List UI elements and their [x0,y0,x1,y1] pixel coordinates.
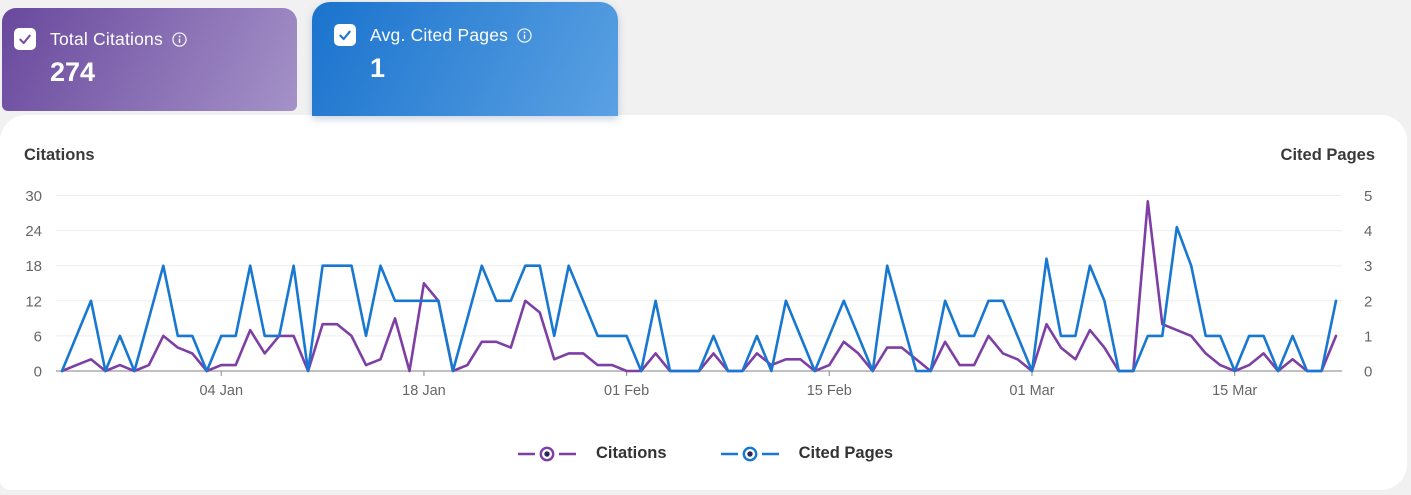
total-citations-card-header: Total Citations [14,28,283,50]
svg-text:12: 12 [25,293,42,310]
avg-cited-pages-card-header: Avg. Cited Pages [334,24,604,46]
svg-text:3: 3 [1364,258,1372,275]
svg-text:5: 5 [1364,188,1372,205]
cited-pages-legend-marker [720,446,779,461]
citations-legend-marker [517,446,576,461]
total-citations-label: Total Citations [50,28,163,49]
svg-text:18: 18 [25,258,42,275]
svg-text:4: 4 [1364,223,1372,240]
chart-panel [0,115,1407,490]
svg-text:6: 6 [34,328,42,345]
right-axis-title: Cited Pages [1280,146,1375,164]
svg-text:01 Feb: 01 Feb [604,383,649,399]
svg-text:2: 2 [1364,293,1372,310]
svg-text:24: 24 [25,223,42,240]
svg-text:15 Feb: 15 Feb [807,383,852,399]
info-icon[interactable] [172,31,187,47]
avg-cited-pages-value: 1 [370,53,386,83]
total-citations-card[interactable]: Total Citations 274 [2,8,297,111]
left-axis-title: Citations [24,146,95,164]
svg-text:18 Jan: 18 Jan [402,383,446,399]
svg-text:01 Mar: 01 Mar [1009,383,1054,399]
chart-legend: Citations Cited Pages [0,444,1411,463]
avg-cited-pages-label: Avg. Cited Pages [370,24,509,45]
svg-text:30: 30 [25,188,42,205]
legend-item-cited-pages: Cited Pages [720,444,894,463]
svg-text:0: 0 [34,364,42,381]
total-citations-value: 274 [50,57,96,87]
svg-text:04 Jan: 04 Jan [199,383,243,399]
avg-cited-pages-checkbox[interactable] [334,24,356,46]
citations-legend-label: Citations [595,444,667,462]
checkmark-icon [19,34,31,45]
total-citations-checkbox[interactable] [14,28,36,50]
checkmark-icon [339,30,351,41]
cited-pages-legend-label: Cited Pages [798,444,894,462]
svg-text:0: 0 [1364,364,1372,381]
info-icon[interactable] [517,27,532,43]
svg-text:15 Mar: 15 Mar [1212,383,1257,399]
svg-text:1: 1 [1364,328,1372,345]
legend-item-citations: Citations [517,444,667,463]
avg-cited-pages-card[interactable]: Avg. Cited Pages 1 [312,2,618,116]
